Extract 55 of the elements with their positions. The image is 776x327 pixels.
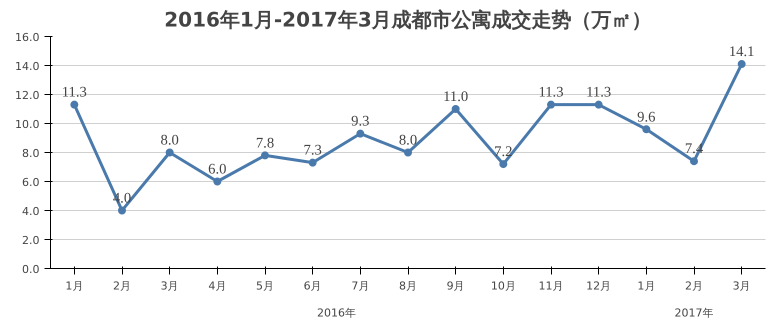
text: 11.3 bbox=[538, 84, 564, 101]
text: 2016年 bbox=[317, 306, 356, 320]
x-tick-label: 1月 bbox=[637, 280, 656, 292]
y-tick-label: 2.0 bbox=[22, 234, 40, 247]
y-tick-label: 12.0 bbox=[15, 89, 40, 102]
chart-title: 2016年1月-2017年3月成都市公寓成交走势（万㎡） bbox=[164, 8, 652, 32]
point bbox=[118, 206, 126, 214]
x-tick-label: 11月 bbox=[538, 280, 564, 292]
x-tick-label: 9月 bbox=[446, 280, 465, 292]
x-tick-label: 8月 bbox=[399, 280, 417, 292]
y-tick-label: 0.0 bbox=[22, 263, 40, 276]
point bbox=[452, 105, 460, 113]
text: 7.3 bbox=[304, 142, 322, 159]
x-tick-label: 1月 bbox=[65, 280, 84, 292]
y-tick-label: 16.0 bbox=[15, 31, 40, 44]
x-tick-label: 4月 bbox=[208, 280, 226, 292]
text: 7.8 bbox=[256, 135, 274, 152]
text: 8.0 bbox=[160, 132, 179, 148]
point bbox=[690, 157, 698, 166]
x-tick-label: 6月 bbox=[304, 280, 322, 292]
point bbox=[547, 100, 555, 109]
y-tick-label: 6.0 bbox=[22, 176, 40, 189]
point bbox=[499, 160, 508, 168]
x-tick-label: 5月 bbox=[256, 280, 274, 292]
text: 11.3 bbox=[586, 84, 612, 101]
text: 8.0 bbox=[398, 132, 418, 148]
y-tick-label: 14.0 bbox=[15, 60, 40, 73]
text: 9.3 bbox=[351, 114, 370, 130]
point bbox=[642, 125, 650, 134]
point bbox=[594, 100, 603, 109]
point bbox=[213, 178, 222, 186]
y-tick-label: 8.0 bbox=[22, 147, 40, 160]
y-tick-label: 4.0 bbox=[22, 205, 40, 218]
point bbox=[356, 130, 364, 138]
point bbox=[166, 148, 174, 156]
text: 14.1 bbox=[728, 44, 754, 60]
x-tick-label: 3月 bbox=[160, 280, 179, 292]
text: 2017年 bbox=[674, 306, 714, 320]
x-tick-label: 7月 bbox=[351, 280, 370, 292]
text: 6.0 bbox=[208, 162, 226, 178]
text: 11.0 bbox=[443, 89, 468, 105]
text: 11.3 bbox=[62, 84, 87, 101]
x-tick-label: 10月 bbox=[490, 280, 516, 292]
x-tick-label: 2月 bbox=[685, 280, 703, 292]
x-tick-label: 3月 bbox=[732, 280, 751, 292]
text: 7.2 bbox=[494, 144, 512, 160]
x-tick-label: 12月 bbox=[586, 280, 612, 292]
text: 9.6 bbox=[637, 109, 656, 126]
point bbox=[308, 158, 317, 167]
point bbox=[404, 148, 412, 156]
point bbox=[261, 151, 269, 160]
point bbox=[738, 60, 746, 68]
y-tick-label: 10.0 bbox=[15, 118, 40, 131]
x-tick-label: 2月 bbox=[113, 280, 131, 292]
point bbox=[70, 100, 78, 109]
